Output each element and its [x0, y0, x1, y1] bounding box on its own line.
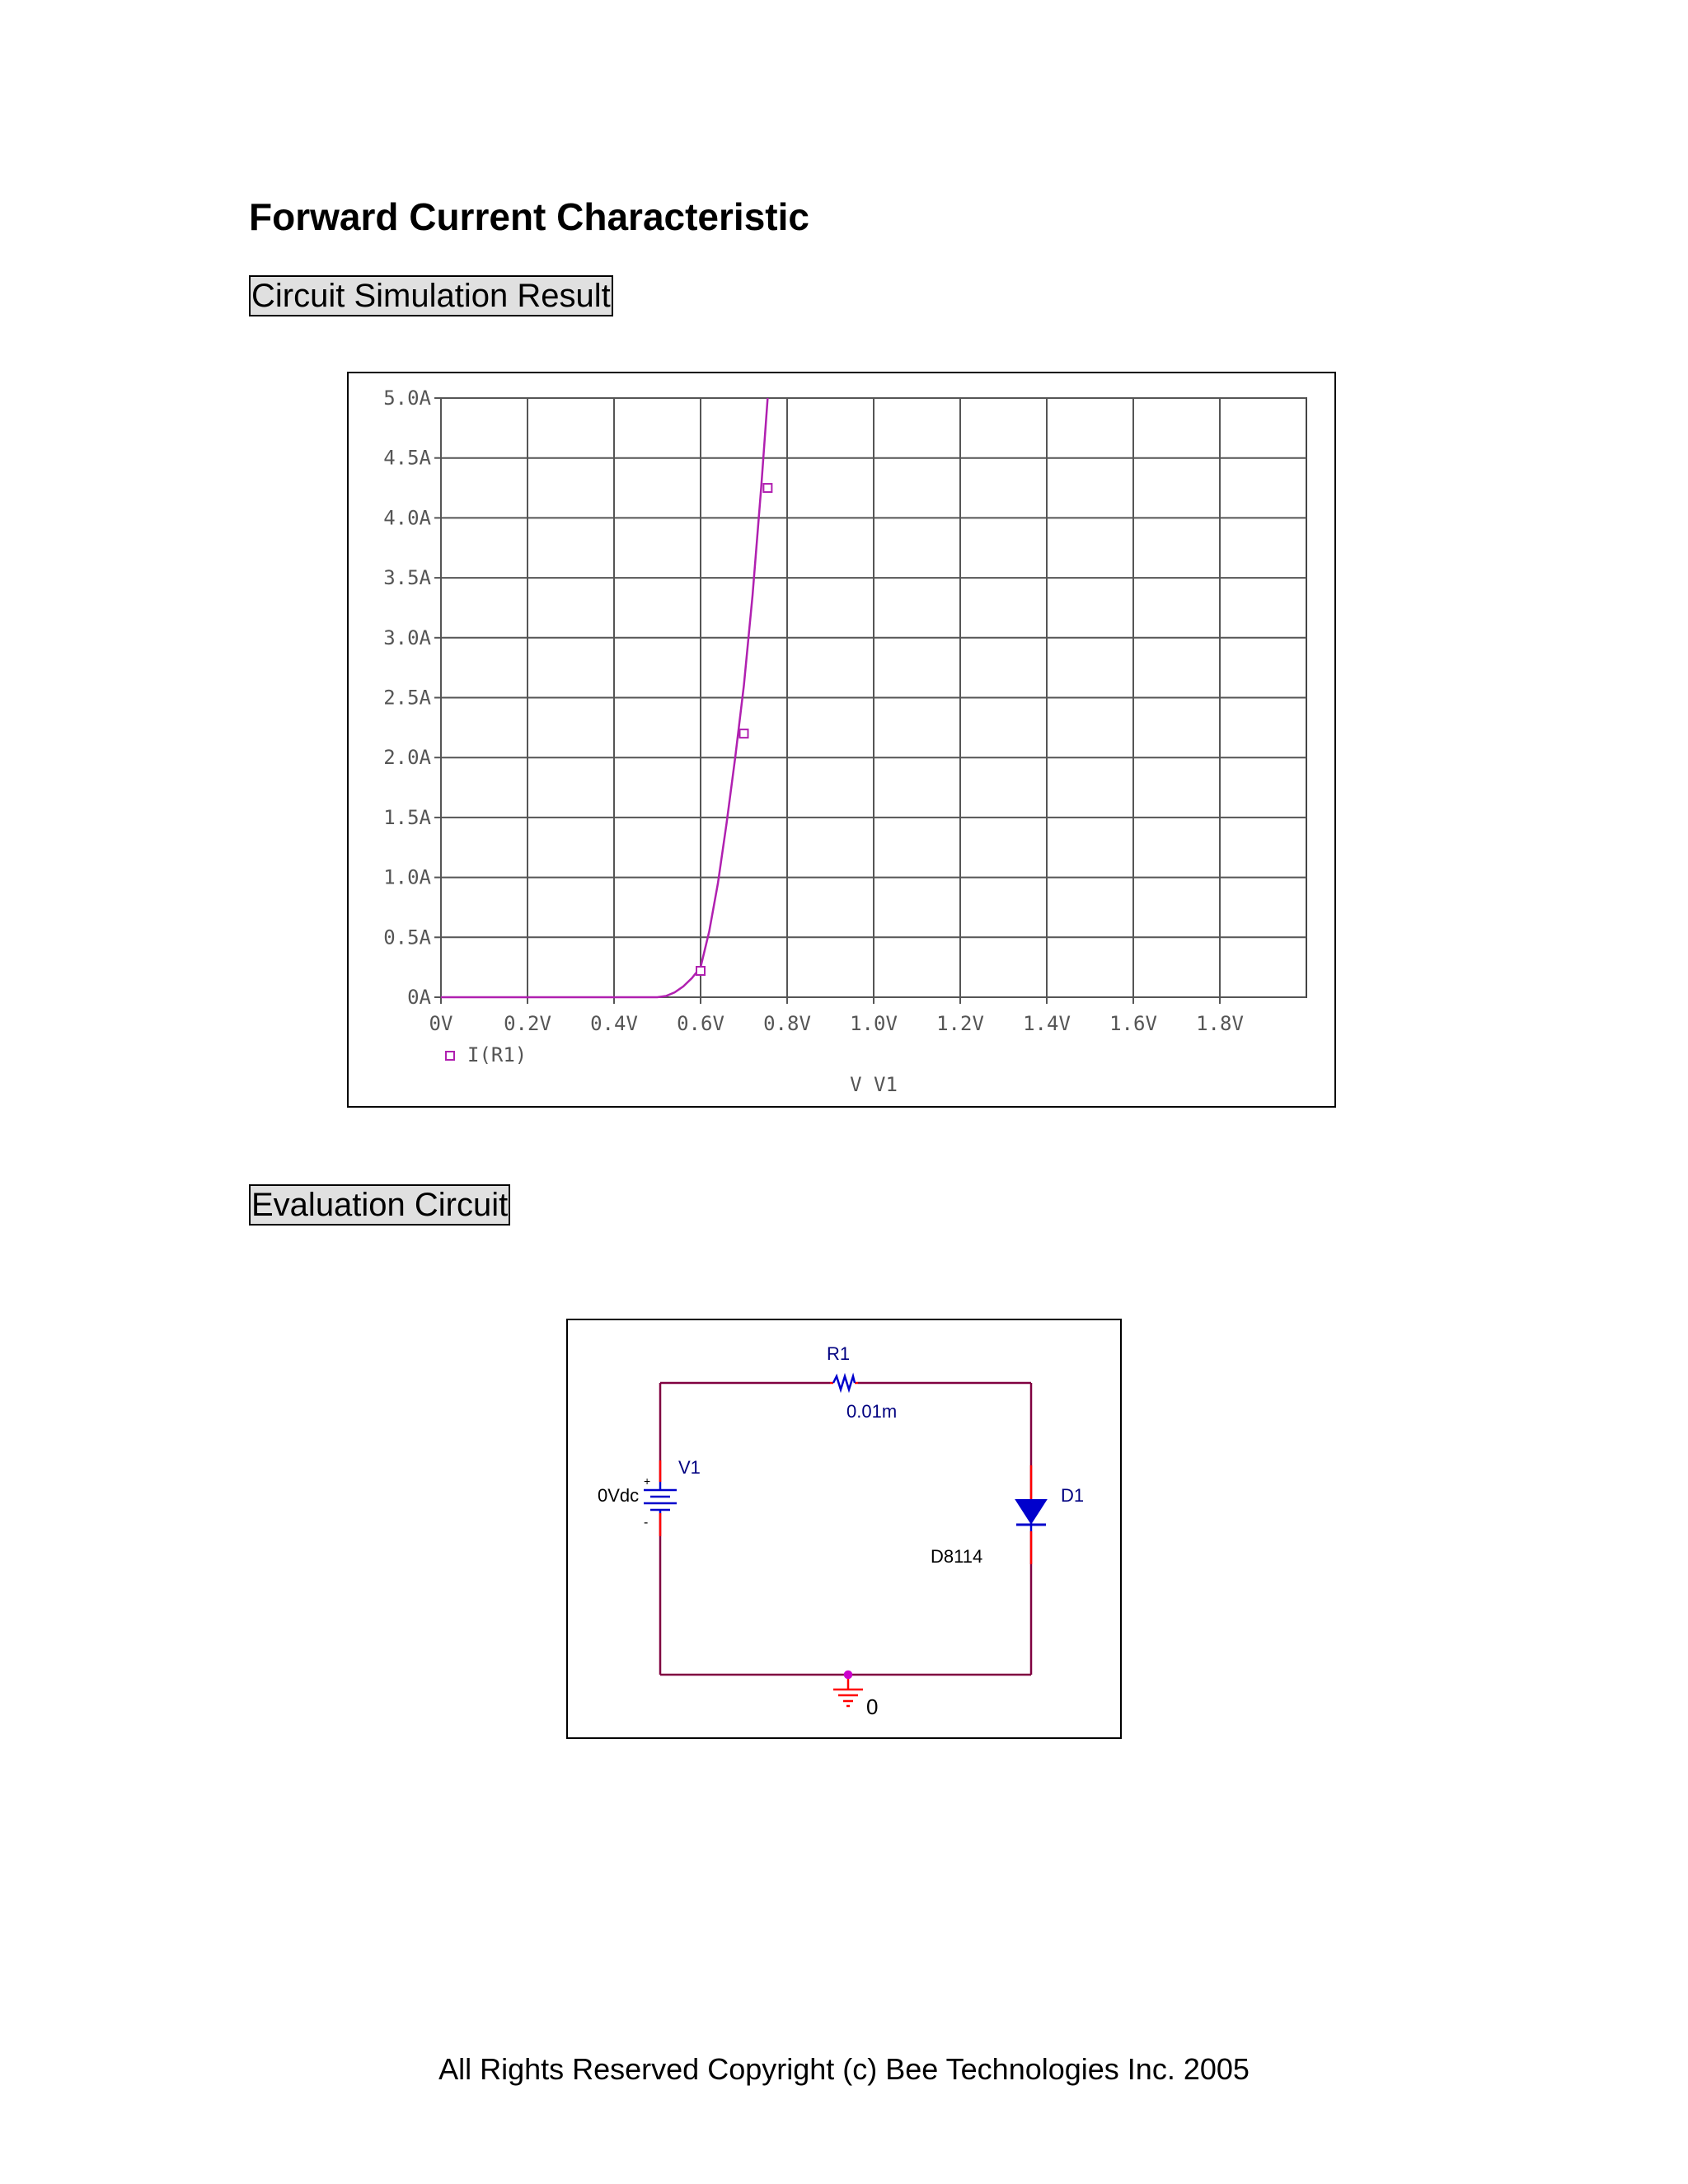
circuit-wires [659, 1381, 1033, 1676]
x-tick-label: 1.4V [1023, 1012, 1071, 1035]
evaluation-circuit: R1 0.01m V1 0Vdc + - D1 D8114 [566, 1319, 1122, 1739]
d1-name-label: D1 [1061, 1485, 1084, 1506]
x-tick-label: 0.2V [504, 1012, 551, 1035]
y-tick-label: 2.5A [383, 687, 431, 710]
legend-marker [445, 1051, 455, 1061]
r1-name-label: R1 [827, 1343, 850, 1364]
x-tick-label: 0.4V [590, 1012, 638, 1035]
copyright-footer: All Rights Reserved Copyright (c) Bee Te… [438, 2052, 1250, 2086]
x-tick-label: 1.8V [1196, 1012, 1244, 1035]
series-marker [738, 729, 749, 739]
y-tick-label: 3.5A [383, 566, 431, 589]
x-tick-label: 1.6V [1109, 1012, 1157, 1035]
d1-part-label: D8114 [931, 1546, 982, 1567]
x-axis-label: V V1 [850, 1073, 898, 1096]
y-tick-label: 1.0A [383, 866, 431, 889]
series-line-i-r1 [441, 397, 769, 999]
x-tick-label: 0.8V [763, 1012, 811, 1035]
x-tick-label: 1.2V [936, 1012, 984, 1035]
pin-stubs [659, 1381, 1033, 1690]
legend-label: I(R1) [467, 1043, 527, 1066]
y-tick-label: 0A [407, 986, 431, 1009]
ground-label: 0 [866, 1694, 878, 1719]
chart-svg: 0V 0.2V 0.4V 0.6V 0.8V 1.0V 1.2V 1.4V 1.6V 1.8V 0A… [383, 387, 1307, 1096]
simulation-chart: 0V 0.2V 0.4V 0.6V 0.8V 1.0V 1.2V 1.4V 1.6V 1.8V 0A… [347, 372, 1336, 1108]
circuit-section-label: Evaluation Circuit [249, 1184, 511, 1226]
y-tick-label: 5.0A [383, 387, 431, 410]
y-tick-label: 1.5A [383, 806, 431, 829]
battery-v1-symbol [644, 1482, 677, 1513]
y-tick-label: 3.0A [383, 626, 431, 649]
v1-plus-sign: + [644, 1474, 650, 1488]
v1-minus-sign: - [644, 1516, 648, 1530]
r1-value-label: 0.01m [846, 1401, 897, 1422]
series-marker [696, 966, 706, 977]
circuit-svg: R1 0.01m V1 0Vdc + - D1 D8114 [598, 1343, 1084, 1719]
page-title: Forward Current Characteristic [249, 195, 809, 238]
diode-d1-symbol [1015, 1499, 1048, 1531]
x-tick-label: 0.6V [677, 1012, 724, 1035]
series-marker [762, 483, 773, 494]
y-tick-label: 0.5A [383, 926, 431, 949]
y-tick-label: 4.0A [383, 506, 431, 529]
ground-symbol [833, 1670, 863, 1708]
y-tick-label: 4.5A [383, 447, 431, 470]
simulation-section-label: Circuit Simulation Result [249, 275, 613, 316]
x-tick-label: 0V [429, 1012, 453, 1035]
x-tick-label: 1.0V [850, 1012, 898, 1035]
v1-value-label: 0Vdc [598, 1485, 639, 1506]
y-tick-label: 2.0A [383, 746, 431, 769]
resistor-r1-symbol [832, 1372, 856, 1394]
v1-name-label: V1 [678, 1457, 701, 1478]
